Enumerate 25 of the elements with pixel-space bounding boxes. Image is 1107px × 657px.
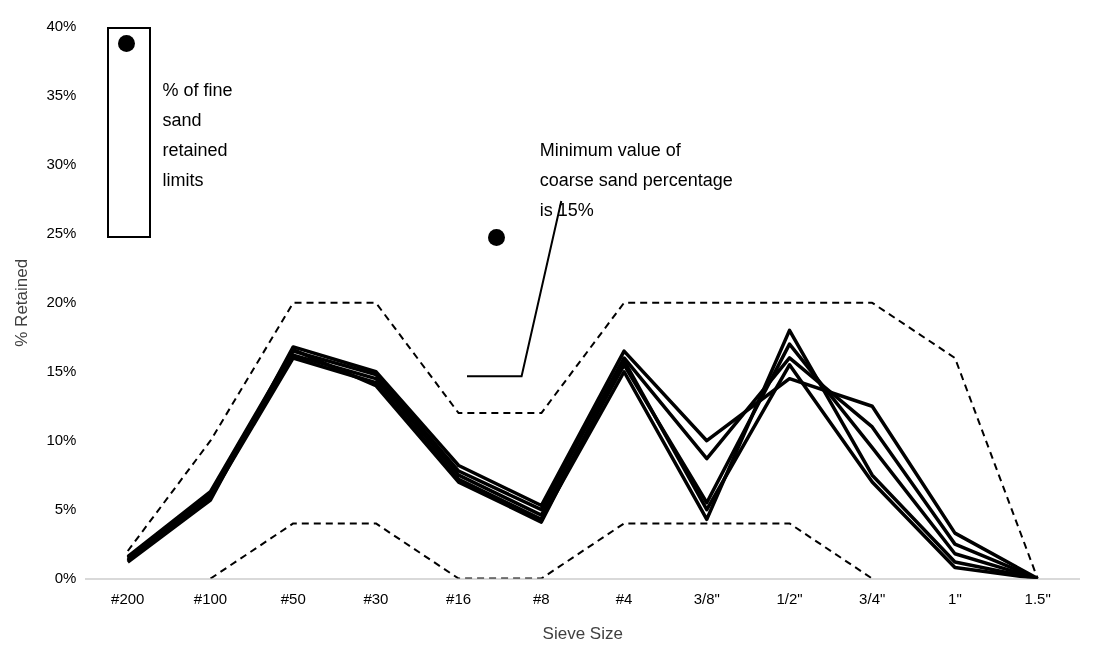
y-tick-label: 35% [46, 86, 77, 104]
annotation: % of fine sand retained limits [162, 79, 234, 193]
x-tick-label: #50 [280, 589, 306, 607]
x-tick-label: #100 [193, 589, 228, 607]
x-tick-label: #16 [446, 589, 472, 607]
y-tick-label: 25% [46, 223, 77, 241]
x-tick-label: 1" [948, 589, 962, 607]
x-tick-label: #200 [111, 589, 145, 607]
x-tick-label: 1.5" [1024, 589, 1051, 607]
y-tick-label: 5% [54, 499, 77, 517]
x-tick-label: 1/2" [776, 589, 803, 607]
y-tick-label: 0% [54, 568, 77, 586]
x-tick-label: 3/8" [693, 589, 720, 607]
annotation: Minimum value of coarse sand percentage is 15% [539, 138, 734, 222]
x-tick-label: #8 [533, 589, 550, 607]
x-tick-label: #30 [363, 589, 389, 607]
y-tick-label: 20% [46, 292, 77, 310]
x-axis-title: Sieve Size [542, 624, 623, 644]
y-tick-label: 15% [46, 361, 77, 379]
x-tick-label: #4 [615, 589, 633, 607]
y-axis-title: % Retained [11, 258, 31, 347]
x-tick-label: 3/4" [859, 589, 886, 607]
y-tick-label: 40% [46, 17, 77, 35]
y-tick-label: 10% [46, 430, 77, 448]
y-tick-label: 30% [46, 155, 77, 173]
